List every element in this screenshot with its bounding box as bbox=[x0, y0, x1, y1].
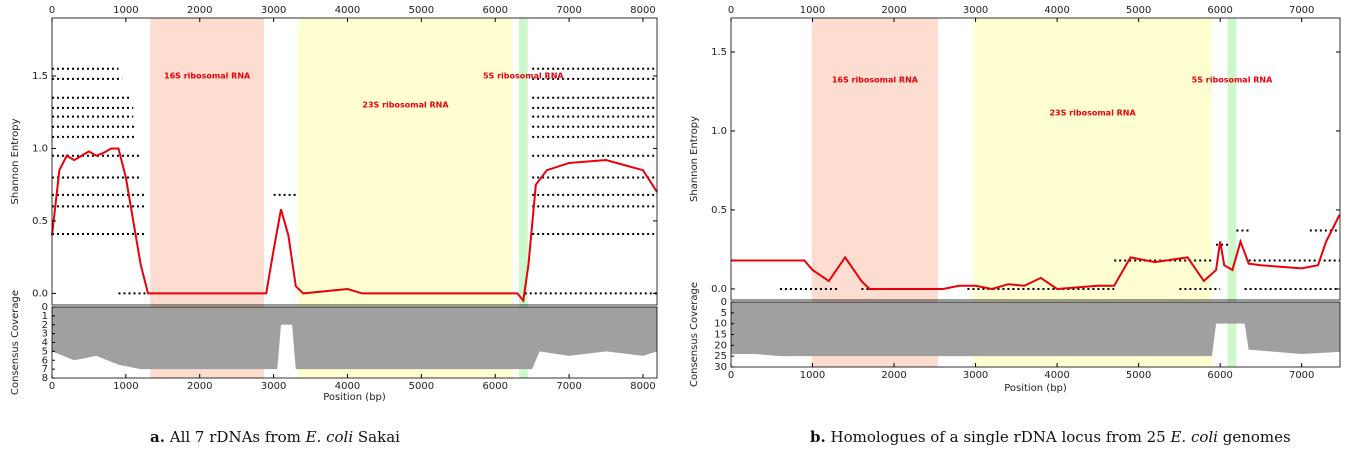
caption-text: All 7 rDNAs from bbox=[169, 428, 306, 446]
y-axis-label: Shannon Entropy bbox=[10, 118, 21, 204]
x-tick-label-top: 7000 bbox=[1289, 5, 1314, 16]
y-tick-label: 1.5 bbox=[711, 47, 727, 58]
x-tick-label-top: 4000 bbox=[335, 5, 360, 16]
y-tick-label: 0.0 bbox=[711, 284, 727, 295]
region-label: 23S ribosomal RNA bbox=[1049, 109, 1136, 118]
x-tick-label-top: 5000 bbox=[1126, 5, 1151, 16]
y-tick-label: 0.0 bbox=[32, 288, 48, 299]
plot-frame bbox=[51, 17, 658, 306]
caption-italic: E. coli bbox=[1170, 428, 1218, 446]
region-label: 16S ribosomal RNA bbox=[164, 72, 251, 81]
coverage-axis-label: Consensus Coverage bbox=[10, 290, 21, 395]
caption-a: a. All 7 rDNAs from E. coli Sakai bbox=[150, 428, 400, 446]
x-tick-label: 7000 bbox=[556, 381, 581, 392]
x-tick-label-top: 1000 bbox=[800, 5, 825, 16]
x-tick-label-top: 2000 bbox=[881, 5, 906, 16]
x-tick-label-top: 2000 bbox=[187, 5, 212, 16]
x-tick-label: 6000 bbox=[1207, 370, 1232, 381]
caption-text: Homologues of a single rDNA locus from 2… bbox=[830, 428, 1171, 446]
coverage-axis-label: Consensus Coverage bbox=[689, 282, 700, 387]
y-tick-label: 1.5 bbox=[32, 71, 48, 82]
y-axis-label: Shannon Entropy bbox=[689, 116, 700, 202]
x-tick-label-top: 6000 bbox=[482, 5, 507, 16]
x-tick-label-top: 5000 bbox=[409, 5, 434, 16]
x-tick-label: 3000 bbox=[963, 370, 988, 381]
entropy-line bbox=[731, 214, 1341, 290]
coverage-tick-label: 6 bbox=[42, 355, 48, 366]
x-tick-label-top: 7000 bbox=[556, 5, 581, 16]
x-axis-label: Position (bp) bbox=[1004, 383, 1067, 394]
x-tick-label-top: 3000 bbox=[261, 5, 286, 16]
x-tick-label: 1000 bbox=[113, 381, 138, 392]
coverage-tick-label: 10 bbox=[714, 319, 727, 330]
y-tick-label: 1.0 bbox=[711, 126, 727, 137]
entropy-line bbox=[51, 147, 658, 304]
coverage-tick-label: 30 bbox=[714, 362, 727, 373]
x-tick-label-top: 4000 bbox=[1044, 5, 1069, 16]
y-tick-label: 1.0 bbox=[32, 143, 48, 154]
coverage-tick-label: 7 bbox=[42, 364, 48, 375]
region-label: 5S ribosomal RNA bbox=[1192, 76, 1273, 85]
coverage-tick-label: 0 bbox=[42, 302, 48, 313]
coverage-tick-label: 5 bbox=[721, 308, 727, 319]
coverage-area bbox=[52, 307, 657, 370]
x-tick-label: 0 bbox=[728, 370, 734, 381]
x-tick-label-top: 8000 bbox=[630, 5, 655, 16]
x-tick-label-top: 1000 bbox=[113, 5, 138, 16]
caption-italic: E. coli bbox=[305, 428, 354, 446]
coverage-tick-label: 0 bbox=[721, 297, 727, 308]
x-tick-label: 4000 bbox=[1044, 370, 1069, 381]
coverage-tick-label: 15 bbox=[714, 330, 727, 341]
caption-label: b. bbox=[810, 428, 826, 446]
x-tick-label: 7000 bbox=[1289, 370, 1314, 381]
x-tick-label-top: 3000 bbox=[963, 5, 988, 16]
x-tick-label: 0 bbox=[49, 381, 55, 392]
coverage-tick-label: 3 bbox=[42, 329, 48, 340]
y-tick-label: 0.5 bbox=[711, 205, 727, 216]
x-tick-label: 3000 bbox=[261, 381, 286, 392]
x-tick-label: 8000 bbox=[630, 381, 655, 392]
x-tick-label: 5000 bbox=[1126, 370, 1151, 381]
caption-rest: genomes bbox=[1217, 428, 1291, 446]
coverage-tick-label: 5 bbox=[42, 346, 48, 357]
caption-rest: Sakai bbox=[353, 428, 400, 446]
x-tick-label: 2000 bbox=[187, 381, 212, 392]
x-tick-label: 4000 bbox=[335, 381, 360, 392]
x-tick-label: 1000 bbox=[800, 370, 825, 381]
x-tick-label: 6000 bbox=[482, 381, 507, 392]
region-label: 16S ribosomal RNA bbox=[832, 76, 919, 85]
caption-label: a. bbox=[150, 428, 165, 446]
x-tick-label-top: 6000 bbox=[1207, 5, 1232, 16]
caption-b: b. Homologues of a single rDNA locus fro… bbox=[810, 428, 1291, 446]
coverage-tick-label: 4 bbox=[42, 338, 48, 349]
coverage-tick-label: 8 bbox=[42, 373, 48, 384]
region bbox=[1227, 18, 1237, 367]
x-tick-label: 2000 bbox=[881, 370, 906, 381]
coverage-tick-label: 20 bbox=[714, 340, 727, 351]
coverage-tick-label: 25 bbox=[714, 351, 727, 362]
y-tick-label: 0.5 bbox=[32, 216, 48, 227]
coverage-area bbox=[731, 302, 1340, 357]
x-tick-label: 5000 bbox=[409, 381, 434, 392]
region-label: 5S ribosomal RNA bbox=[483, 72, 564, 81]
x-axis-label: Position (bp) bbox=[323, 392, 386, 403]
region-label: 23S ribosomal RNA bbox=[362, 101, 449, 110]
coverage-tick-label: 2 bbox=[42, 320, 48, 331]
region bbox=[518, 18, 528, 378]
x-tick-label-top: 0 bbox=[728, 5, 734, 16]
plot-frame bbox=[730, 17, 1341, 301]
coverage-tick-label: 1 bbox=[42, 311, 48, 322]
x-tick-label-top: 0 bbox=[49, 5, 55, 16]
